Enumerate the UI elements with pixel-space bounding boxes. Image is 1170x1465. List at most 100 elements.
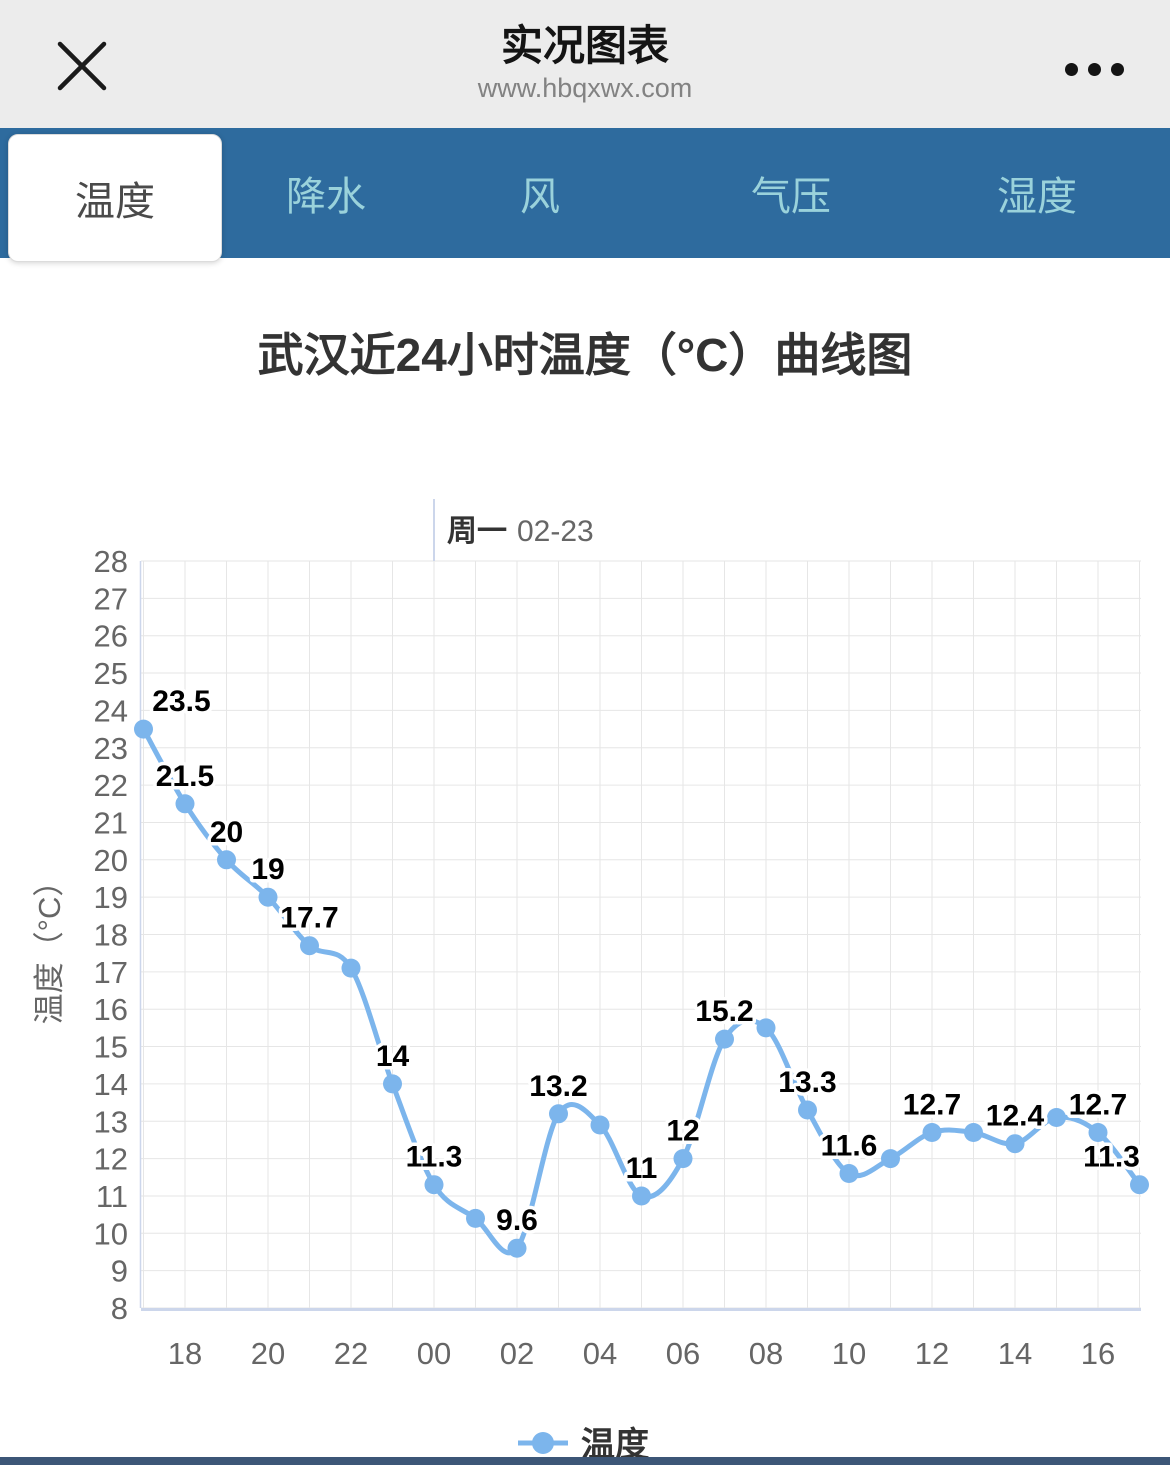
x-axis-label: 16 xyxy=(1081,1336,1115,1371)
data-point-11[interactable] xyxy=(881,1148,900,1168)
data-point-16[interactable] xyxy=(1088,1122,1108,1142)
x-axis-label: 12 xyxy=(915,1336,949,1371)
close-icon xyxy=(57,41,107,91)
data-point-17[interactable] xyxy=(134,719,153,739)
day-marker: 周一 02-23 xyxy=(433,498,594,561)
bottom-bar xyxy=(0,1457,1170,1465)
header-titles: 实况图表 www.hbqxwx.com xyxy=(0,0,1170,104)
data-point-01[interactable] xyxy=(466,1208,485,1228)
x-axis-label: 04 xyxy=(583,1336,617,1371)
data-point-05[interactable] xyxy=(632,1186,651,1206)
data-label: 12.7 xyxy=(1069,1088,1127,1121)
data-label: 11.6 xyxy=(821,1129,878,1162)
y-axis-label: 17 xyxy=(94,954,128,989)
data-label: 11.3 xyxy=(406,1140,463,1173)
data-point-21[interactable] xyxy=(300,935,319,955)
data-point-09[interactable] xyxy=(798,1100,817,1120)
data-point-00[interactable] xyxy=(424,1174,444,1194)
y-axis-label: 19 xyxy=(94,880,128,915)
y-axis-label: 20 xyxy=(94,842,128,877)
data-label: 9.6 xyxy=(496,1204,538,1237)
chart-title: 武汉近24小时温度（°C）曲线图 xyxy=(257,328,913,381)
y-axis-label: 25 xyxy=(94,656,128,691)
more-menu-icon xyxy=(1065,62,1078,76)
data-label: 13.2 xyxy=(529,1069,587,1102)
tab-pressure[interactable]: 气压 xyxy=(731,128,851,258)
data-point-03[interactable] xyxy=(549,1103,568,1123)
data-point-23[interactable] xyxy=(383,1074,402,1094)
data-point-07[interactable] xyxy=(715,1029,734,1049)
y-axis-label: 23 xyxy=(94,730,128,765)
x-axis-label: 00 xyxy=(417,1336,451,1371)
data-point-06[interactable] xyxy=(673,1148,693,1168)
y-axis-title: 温度（°C） xyxy=(32,865,67,1024)
page-title: 实况图表 xyxy=(500,22,669,69)
x-axis-labels: 18 20 22 00 02 04 06 08 10 12 14 16 xyxy=(168,1336,1115,1371)
y-axis-label: 16 xyxy=(94,992,128,1027)
tab-bar: 温度 降水风 气压 湿度 xyxy=(0,128,1170,262)
x-axis-label: 14 xyxy=(998,1336,1032,1371)
y-axis-label: 12 xyxy=(94,1141,128,1176)
y-axis-label: 22 xyxy=(94,768,128,803)
y-axis-label: 15 xyxy=(94,1029,128,1064)
x-axis-label: 06 xyxy=(666,1336,700,1371)
data-point-18[interactable] xyxy=(175,793,195,813)
y-axis-label: 28 xyxy=(94,544,128,579)
data-label: 12.7 xyxy=(903,1088,961,1121)
data-point-10[interactable] xyxy=(839,1163,859,1183)
data-label: 20 xyxy=(210,815,243,848)
y-axis-label: 21 xyxy=(94,805,128,840)
y-axis-label: 18 xyxy=(94,917,128,952)
x-axis-label: 18 xyxy=(168,1336,202,1371)
y-axis-label: 26 xyxy=(94,618,128,653)
close-button[interactable] xyxy=(48,32,116,100)
data-label: 23.5 xyxy=(152,685,210,718)
x-axis-label: 08 xyxy=(749,1336,783,1371)
y-axis-label: 8 xyxy=(111,1291,128,1326)
x-axis-label: 20 xyxy=(251,1336,285,1371)
data-point-04[interactable] xyxy=(590,1115,610,1135)
tab-temperature[interactable]: 温度 xyxy=(8,134,222,262)
x-axis-label: 10 xyxy=(832,1336,866,1371)
data-point-20[interactable] xyxy=(258,887,278,907)
data-point-02[interactable] xyxy=(507,1238,527,1258)
legend-marker-dot xyxy=(532,1431,554,1454)
data-point-12[interactable] xyxy=(922,1122,942,1142)
data-label: 14 xyxy=(376,1040,410,1073)
page-url: www.hbqxwx.com xyxy=(477,73,693,104)
data-point-17[interactable] xyxy=(1130,1174,1149,1194)
tab-humidity[interactable]: 湿度 xyxy=(977,128,1097,258)
y-axis-label: 10 xyxy=(94,1216,128,1251)
data-point-13[interactable] xyxy=(964,1122,983,1142)
temperature-chart-area: 8 9 10 11 12 13 14 15 16 17 18 19 20 21 22 23 24 25 26 27 28… xyxy=(0,490,1170,1465)
data-point-14[interactable] xyxy=(1005,1133,1025,1153)
data-label: 17.7 xyxy=(280,901,338,934)
tab-wind[interactable]: 风 xyxy=(500,128,580,258)
y-axis-label: 24 xyxy=(94,693,128,728)
temperature-line-chart: 8910111213141516171819202122232425262728… xyxy=(32,498,1149,1464)
data-point-19[interactable] xyxy=(217,849,236,869)
data-point-08[interactable] xyxy=(756,1018,776,1038)
grid xyxy=(141,560,1141,1309)
tab-precipitation[interactable]: 降水 xyxy=(266,128,386,258)
data-label: 15.2 xyxy=(695,995,753,1028)
y-axis-label: 9 xyxy=(111,1253,128,1288)
y-axis-label: 13 xyxy=(94,1104,128,1139)
data-point-15[interactable] xyxy=(1047,1107,1066,1127)
data-label: 19 xyxy=(251,853,284,886)
more-menu-button[interactable] xyxy=(1065,56,1124,82)
data-label: 11.3 xyxy=(1083,1140,1140,1173)
x-axis-label: 02 xyxy=(500,1336,534,1371)
y-axis-label: 14 xyxy=(94,1067,128,1102)
browser-header: 实况图表 www.hbqxwx.com xyxy=(0,0,1170,128)
data-label: 12 xyxy=(666,1114,699,1147)
day-marker-label: 周一 02-23 xyxy=(447,515,594,548)
data-label: 21.5 xyxy=(156,759,214,792)
data-point-22[interactable] xyxy=(341,958,361,978)
data-label: 13.3 xyxy=(778,1066,836,1099)
data-label: 12.4 xyxy=(986,1099,1045,1132)
y-axis-label: 27 xyxy=(94,581,128,616)
